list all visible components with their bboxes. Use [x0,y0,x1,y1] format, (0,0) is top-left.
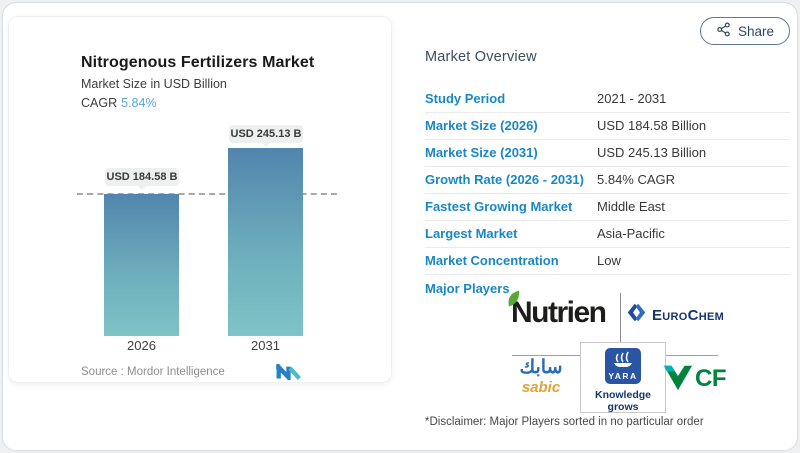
row-value: Middle East [597,199,665,214]
table-row: Market Size (2031) USD 245.13 Billion [425,140,790,167]
eurochem-diamond-icon [626,302,647,328]
x-axis-label-2026: 2026 [127,338,156,353]
row-label: Market Size (2026) [425,118,538,133]
yara-logo: YARA Knowledge grows [580,342,666,413]
cf-industries-logo: CF [663,358,727,400]
sabic-latin-wordmark: sabic [521,379,561,396]
nutrien-leaf-icon [505,290,524,313]
nutrien-logo: Nutrien [508,290,621,332]
row-label: Largest Market [425,226,518,241]
sabic-logo: سابك sabic [506,357,576,396]
eurochem-logo: EuroChem [626,303,724,327]
overview-heading: Market Overview [425,49,537,65]
table-row: Market Size (2026) USD 184.58 Billion [425,113,790,140]
bar-value-badge-2026: USD 184.58 B [105,168,179,190]
yara-square-badge: YARA [605,348,641,384]
yara-tagline: Knowledge grows [594,389,651,413]
row-value: Asia-Pacific [597,226,665,241]
cf-triangle-icon [663,362,693,397]
share-icon [716,22,731,40]
bar-2031 [228,148,303,336]
row-label: Study Period [425,91,506,106]
overview-table: Study Period 2021 - 2031 Market Size (20… [425,86,790,275]
table-row: Largest Market Asia-Pacific [425,221,790,248]
bar-2026 [104,194,179,336]
chart-card: Nitrogenous Fertilizers Market Market Si… [8,16,392,383]
sabic-arabic-wordmark: سابك [519,357,563,378]
cf-wordmark: CF [695,365,727,392]
table-row: Market Concentration Low [425,248,790,275]
disclaimer-text: *Disclaimer: Major Players sorted in no … [425,416,704,428]
players-horizontal-divider-right [666,355,718,356]
chart-title: Nitrogenous Fertilizers Market [81,54,315,71]
table-row: Fastest Growing Market Middle East [425,194,790,221]
source-label: Source : Mordor Intelligence [81,366,225,378]
yara-wordmark: YARA [608,371,638,381]
row-value: USD 245.13 Billion [597,145,707,160]
row-value: 5.84% CAGR [597,172,676,187]
mordor-intelligence-logo-icon [276,361,302,385]
chart-subtitle: Market Size in USD Billion [81,77,227,91]
row-label: Market Concentration [425,253,559,268]
row-value: USD 184.58 Billion [597,118,707,133]
row-label: Market Size (2031) [425,145,538,160]
yara-viking-ship-icon [611,350,635,372]
row-value: 2021 - 2031 [597,91,667,106]
share-button[interactable]: Share [700,17,790,45]
x-axis-label-2031: 2031 [251,338,280,353]
share-label: Share [737,23,775,39]
table-row: Growth Rate (2026 - 2031) 5.84% CAGR [425,167,790,194]
table-row: Study Period 2021 - 2031 [425,86,790,113]
nutrien-wordmark: Nutrien [511,296,607,329]
reference-dashed-line [77,193,337,195]
cagr-value: 5.84% [121,96,157,110]
row-label: Growth Rate (2026 - 2031) [425,172,584,187]
players-vertical-divider [620,293,621,342]
bar-value-badge-2031: USD 245.13 B [229,125,303,147]
players-horizontal-divider-left [512,355,580,356]
cagr-line: CAGR 5.84% [81,96,157,110]
row-value: Low [597,253,621,268]
row-label: Fastest Growing Market [425,199,573,214]
major-players-label: Major Players [425,281,510,296]
eurochem-wordmark: EuroChem [652,306,725,324]
cagr-label: CAGR [81,96,118,110]
